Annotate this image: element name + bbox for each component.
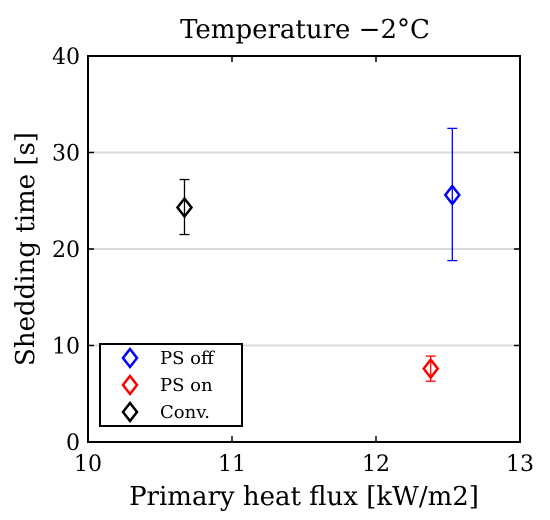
x-axis-label: Primary heat flux [kW/m2]: [129, 482, 479, 512]
plot-frame: [87, 55, 521, 443]
diamond-marker: [422, 357, 440, 380]
legend-marker: [121, 400, 139, 424]
x-tick-label: 12: [362, 452, 390, 477]
gridlines: [88, 151, 520, 347]
y-tick-label: 30: [52, 142, 80, 167]
x-tick-label: 13: [506, 452, 534, 477]
legend-label: PS off: [160, 348, 215, 369]
legend-marker: [121, 373, 139, 397]
diamond-marker: [175, 196, 194, 219]
legend-marker: [121, 346, 139, 370]
x-tick-label: 11: [218, 452, 246, 477]
data-point-ps-off: [443, 127, 461, 262]
y-tick-label: 10: [52, 335, 80, 360]
y-axis-label: Shedding time [s]: [11, 132, 41, 366]
chart-title: Temperature −2°C: [180, 15, 430, 45]
diamond-marker: [443, 183, 461, 206]
y-tick-label: 40: [52, 45, 80, 70]
x-tick-label: 10: [74, 452, 102, 477]
data-marks: [175, 127, 461, 382]
y-tick-label: 20: [52, 238, 80, 263]
data-point-conv: [175, 178, 194, 236]
y-tick-label: 0: [66, 431, 80, 456]
legend-label: PS on: [160, 375, 213, 396]
legend: PS off PS on Conv.: [99, 343, 243, 427]
data-point-ps-on: [422, 355, 440, 382]
legend-label: Conv.: [160, 402, 210, 423]
